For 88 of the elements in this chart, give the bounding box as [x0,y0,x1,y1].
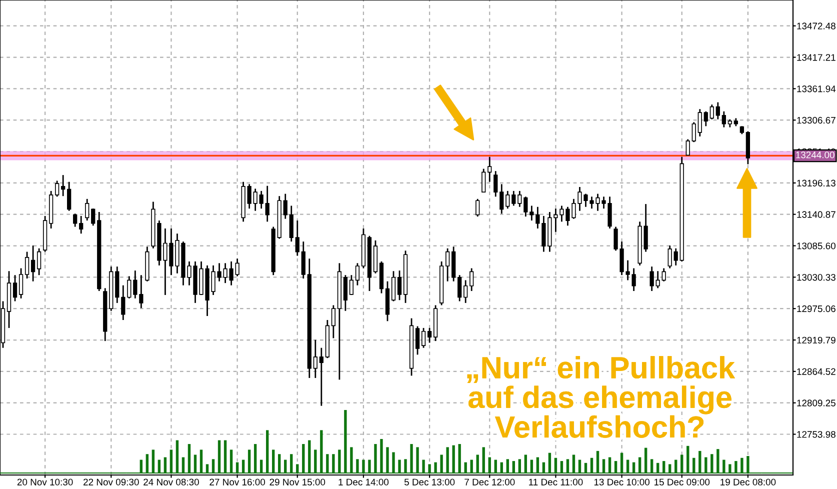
x-tick-label: 11 Dec 11:00 [529,478,583,486]
candlestick [427,327,432,344]
x-tick-label: 24 Nov 08:30 [144,478,199,486]
candlestick [313,339,318,379]
candlestick [476,198,480,218]
annotation: „Nur“ ein Pullback auf das ehemalige Verlaufshoch? [467,356,736,438]
candlestick [415,326,420,356]
candlestick [500,183,504,214]
candlestick [722,110,726,128]
x-tick-label: 19 Dec 08:00 [720,478,776,486]
candlestick [668,244,672,269]
candlestick [259,190,264,210]
y-tick-label: 12753.98 [797,431,836,438]
candlestick [458,274,462,302]
candlestick [295,220,300,256]
candlestick [343,274,348,312]
candlestick [391,270,396,302]
candlestick [121,284,126,321]
x-tick-label: 15 Dec 09:00 [654,478,710,486]
candlestick [127,276,132,300]
candlestick [494,170,498,198]
candlestick [18,268,24,300]
x-tick-label: 27 Nov 16:00 [210,478,266,486]
candlestick [12,274,18,302]
candlestick [656,270,660,289]
candlestick [524,196,528,218]
candlestick [73,213,78,228]
y-tick-label: 12809.25 [797,400,836,406]
candlestick [55,180,60,198]
x-tick-label: 20 Nov 10:30 [17,478,73,486]
candlestick [91,208,96,226]
x-tick-label: 5 Dec 13:00 [404,478,455,486]
y-tick-label: 13472.48 [797,22,836,30]
y-tick-label: 13417.21 [797,54,836,61]
y-tick-label: 13030.33 [797,274,836,281]
candlestick [716,102,720,120]
candlestick [464,280,468,304]
candlestick [686,138,690,157]
candlestick [283,193,288,220]
candlestick [36,248,42,276]
candlestick [662,268,666,282]
candlestick [506,190,510,210]
candlestick [698,108,702,138]
x-tick-label: 29 Nov 15:00 [270,478,326,486]
candlestick [61,174,66,197]
candlestick [319,347,324,407]
candlestick [482,168,486,193]
x-tick-label: 22 Nov 09:30 [84,478,139,486]
candlestick [518,190,522,208]
candlestick [704,110,708,127]
y-tick-label: 13361.94 [797,86,836,92]
candlestick [536,206,540,230]
candlestick [512,190,516,206]
candlestick [355,262,360,286]
candlestick [133,270,138,300]
candlestick [445,248,450,282]
x-tick-label: 1 Dec 14:00 [338,478,389,486]
candlestick [421,327,426,349]
y-tick-label: 12975.06 [797,305,836,312]
y-tick-label: 12864.52 [797,368,836,375]
candlestick [139,274,144,309]
candlestick [530,205,534,222]
candlestick [67,181,72,212]
ref-line-label: 13244.00 [796,152,834,158]
y-tick-label: 13196.13 [797,180,836,186]
candlestick [331,304,336,339]
candlestick [289,205,294,242]
candlestick [470,268,474,292]
candlestick [710,104,714,120]
y-tick-label: 13140.87 [797,211,836,218]
candlestick [24,251,30,280]
candlestick [301,240,306,280]
x-tick-label: 7 Dec 12:00 [464,478,515,486]
candlestick [85,198,90,222]
candlestick [692,121,696,143]
candlestick [397,270,402,301]
candlestick [488,156,492,183]
x-tick-label: 13 Dec 10:00 [594,478,650,486]
candlestick [650,266,654,292]
candlestick [674,248,678,266]
candlestick [30,244,36,282]
candlestick [349,274,354,296]
y-tick-label: 12919.79 [797,336,836,344]
candlestick [265,185,270,222]
y-tick-label: 13085.60 [797,242,836,250]
y-tick-label: 13306.67 [797,116,836,124]
candlestick [79,215,84,234]
candlestick [253,188,258,212]
